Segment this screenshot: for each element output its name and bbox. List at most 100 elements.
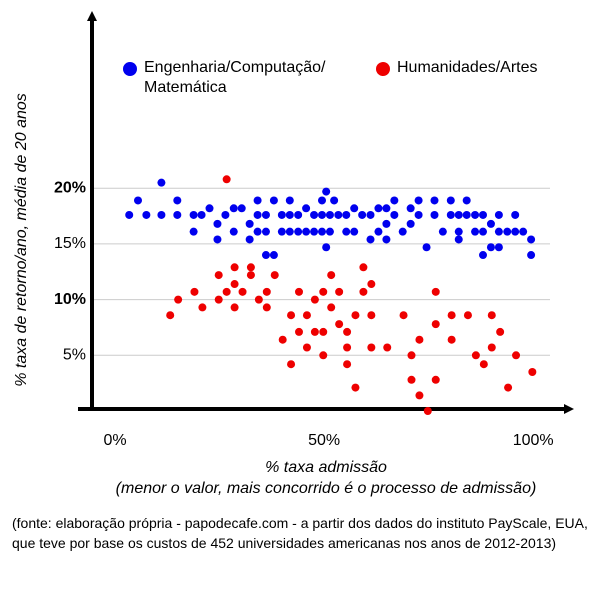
point xyxy=(285,196,294,205)
point xyxy=(214,271,223,280)
point xyxy=(230,303,239,312)
point xyxy=(322,243,331,252)
point xyxy=(221,210,230,219)
point xyxy=(431,320,440,329)
point xyxy=(471,351,480,360)
point xyxy=(253,210,262,219)
point xyxy=(407,351,416,360)
point xyxy=(222,287,231,296)
point xyxy=(359,287,368,296)
point xyxy=(512,351,521,360)
point xyxy=(423,407,432,415)
point xyxy=(325,210,334,219)
y-tick-label: 15% xyxy=(54,235,86,252)
point xyxy=(278,335,287,344)
point xyxy=(302,227,311,236)
point xyxy=(310,295,319,304)
point xyxy=(462,210,471,219)
point xyxy=(447,311,456,320)
point xyxy=(479,227,487,236)
point xyxy=(454,235,463,244)
point xyxy=(422,243,431,252)
point xyxy=(415,391,424,400)
point xyxy=(462,196,471,205)
point xyxy=(285,227,294,236)
point xyxy=(479,360,488,369)
point xyxy=(214,295,223,304)
point xyxy=(230,280,239,289)
point xyxy=(342,210,351,219)
point xyxy=(351,383,360,392)
point xyxy=(398,227,407,236)
point xyxy=(295,327,303,336)
point xyxy=(319,287,328,296)
point xyxy=(343,343,352,352)
point xyxy=(142,210,151,219)
point xyxy=(527,235,536,244)
point xyxy=(261,227,270,236)
point xyxy=(229,227,238,236)
point xyxy=(270,271,279,280)
point xyxy=(527,251,536,260)
point xyxy=(302,204,311,213)
point xyxy=(446,210,455,219)
x-tick-label: 100% xyxy=(513,432,554,449)
point xyxy=(390,210,399,219)
point xyxy=(503,227,512,236)
point xyxy=(327,303,336,312)
point xyxy=(382,204,391,213)
chart: % taxa de retorno/ano, média de 20 anos … xyxy=(13,11,574,497)
point xyxy=(463,311,472,320)
point xyxy=(471,210,480,219)
point xyxy=(486,219,495,228)
point xyxy=(487,343,496,352)
point xyxy=(438,227,447,236)
point xyxy=(205,204,214,213)
point xyxy=(383,343,392,352)
point xyxy=(343,360,352,369)
legend-marker xyxy=(376,62,390,76)
point xyxy=(406,219,415,228)
point xyxy=(382,235,391,244)
point xyxy=(382,219,391,228)
point xyxy=(366,210,375,219)
point xyxy=(511,210,520,219)
point xyxy=(277,227,286,236)
point xyxy=(374,204,383,213)
point xyxy=(494,210,503,219)
x-tick-label: 0% xyxy=(103,432,126,449)
point xyxy=(318,227,326,236)
point xyxy=(511,227,520,236)
point xyxy=(198,303,207,312)
point xyxy=(310,210,319,219)
point xyxy=(414,210,423,219)
point xyxy=(310,327,319,336)
point xyxy=(197,210,206,219)
point xyxy=(295,287,303,296)
point xyxy=(350,227,359,236)
point xyxy=(454,227,463,236)
point xyxy=(157,210,166,219)
point xyxy=(447,335,456,344)
footnote: (fonte: elaboração própria - papodecafe.… xyxy=(12,515,588,551)
point xyxy=(446,196,455,205)
point xyxy=(318,210,326,219)
x-axis-note: (menor o valor, mais concorrido é o proc… xyxy=(116,480,537,497)
point xyxy=(302,311,311,320)
point xyxy=(246,263,255,272)
point xyxy=(222,175,231,184)
point xyxy=(406,204,415,213)
legend-label: Humanidades/Artes xyxy=(397,59,538,76)
point xyxy=(399,311,408,320)
point xyxy=(262,303,271,312)
point xyxy=(366,235,375,244)
point xyxy=(486,243,495,252)
point xyxy=(479,210,487,219)
point xyxy=(230,263,239,272)
legend-marker xyxy=(123,62,137,76)
point xyxy=(351,311,360,320)
point xyxy=(390,196,399,205)
point xyxy=(334,210,343,219)
point xyxy=(319,351,328,360)
point xyxy=(261,210,270,219)
